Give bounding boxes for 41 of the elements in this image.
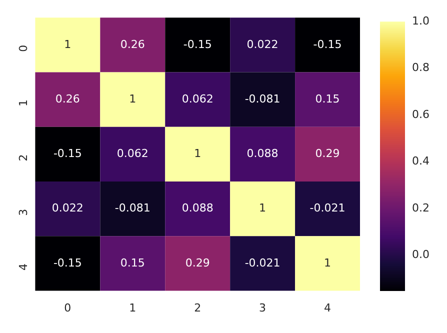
data-label: 1 [64, 38, 72, 51]
data-label: -0.15 [53, 147, 82, 160]
y-tick-label: 2 [17, 154, 30, 162]
data-label: 0.15 [315, 92, 340, 106]
data-label: 0.29 [315, 147, 340, 160]
data-label: -0.15 [183, 38, 212, 51]
color-bar-label: 1.0 [412, 14, 430, 28]
x-tick-label: 4 [324, 301, 332, 314]
data-label: 1 [129, 92, 136, 106]
color-bar-label: 0.0 [412, 248, 430, 262]
x-tick-label: 0 [64, 301, 72, 314]
x-tick-label: 2 [194, 301, 202, 314]
data-label: 0.26 [55, 92, 80, 106]
color-bar-label: 0.4 [412, 154, 430, 168]
y-tick-label: 0 [17, 44, 30, 52]
data-label: -0.021 [310, 202, 346, 215]
data-label: 0.062 [182, 92, 214, 106]
data-label: -0.021 [244, 256, 280, 270]
data-label: 1 [194, 147, 202, 160]
data-label: -0.15 [53, 256, 82, 270]
data-label: 0.062 [116, 147, 148, 160]
data-label: 0.26 [120, 38, 145, 51]
x-tick-label: 3 [259, 301, 266, 314]
y-tick-label: 3 [17, 208, 30, 216]
data-label: 0.022 [52, 202, 84, 215]
data-label: -0.081 [114, 202, 150, 215]
y-tick-label: 4 [17, 263, 30, 270]
data-label: 0.022 [246, 38, 278, 51]
data-label: 0.15 [120, 256, 145, 270]
data-label: 0.29 [185, 256, 210, 270]
y-tick-label: 1 [17, 100, 30, 107]
data-label: 0.088 [246, 147, 278, 160]
color-bar-label: 0.6 [412, 108, 430, 121]
data-label: -0.15 [313, 38, 342, 51]
data-label: 0.088 [182, 202, 214, 215]
x-tick-label: 1 [129, 301, 136, 314]
color-bar-label: 0.2 [412, 201, 430, 214]
data-label: -0.081 [244, 92, 280, 106]
data-label: 1 [324, 256, 332, 270]
color-bar-label: 0.8 [412, 61, 430, 74]
data-label: 1 [259, 202, 266, 215]
